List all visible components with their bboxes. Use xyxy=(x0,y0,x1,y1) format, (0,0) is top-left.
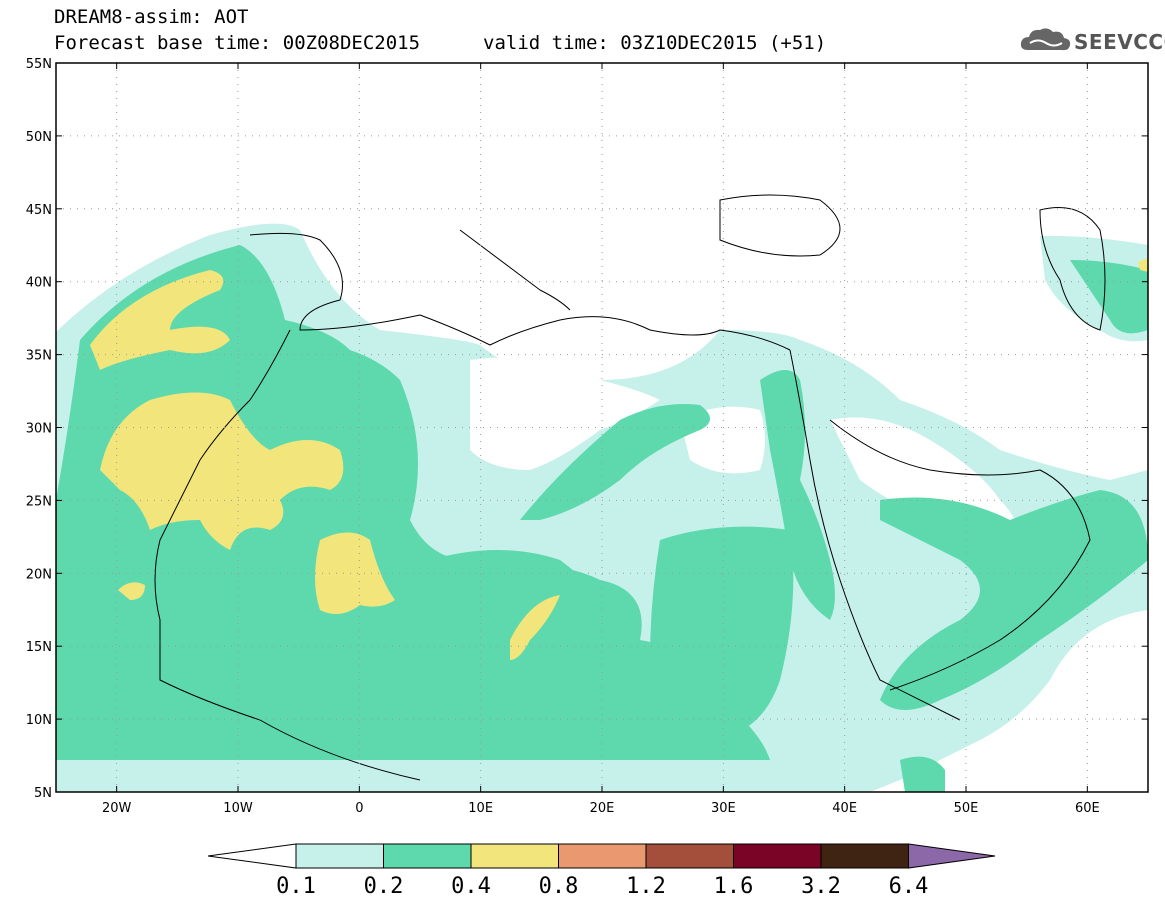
colorbar-swatch xyxy=(470,843,559,869)
lat-tick-label: 40N xyxy=(26,276,52,291)
coastline-black-sea xyxy=(719,194,841,257)
lat-tick-label: 55N xyxy=(26,57,52,72)
colorbar: 0.1 0.2 0.4 0.8 1.2 1.6 3.2 6.4 xyxy=(207,843,996,899)
lat-tick-label: 25N xyxy=(26,494,52,509)
colorbar-level-label: 6.4 xyxy=(889,874,929,899)
seevccc-logo: SEEVCCC xyxy=(1018,24,1165,56)
aot-hole-libya xyxy=(470,357,660,470)
valid-time: valid time: 03Z10DEC2015 (+51) xyxy=(483,32,827,54)
lon-tick-label: 0 xyxy=(355,801,363,816)
lat-tick-label: 35N xyxy=(26,349,52,364)
forecast-base-time: Forecast base time: 00Z08DEC2015 xyxy=(54,32,421,54)
coastline-redsea xyxy=(789,349,961,721)
lon-tick-label: 30E xyxy=(711,801,736,816)
colorbar-level-label: 0.4 xyxy=(451,874,491,899)
aot-band-mid-arabia xyxy=(880,490,1148,710)
coastline-arabia xyxy=(829,419,1091,691)
aot-band-high-mauritania xyxy=(118,582,145,600)
aot-band-mid-sudan xyxy=(650,526,794,740)
colorbar-level-label: 0.1 xyxy=(276,874,316,899)
lat-tick-label: 5N xyxy=(34,786,52,801)
aot-band-high-morocco xyxy=(100,392,344,550)
colorbar-level-label: 1.6 xyxy=(714,874,754,899)
lon-tick-label: 40E xyxy=(832,801,857,816)
aot-band-mid-redsea xyxy=(760,370,835,620)
coastline-africa-west xyxy=(154,329,421,781)
lon-tick-label: 20E xyxy=(590,801,615,816)
aot-band-high-mali xyxy=(315,532,395,614)
lat-lon-grid xyxy=(56,63,1148,792)
aot-band-mid-libya xyxy=(520,404,710,520)
coastline-caspian xyxy=(1039,207,1106,331)
logo-text: SEEVCCC xyxy=(1074,30,1165,54)
lat-tick-label: 20N xyxy=(26,567,52,582)
lon-tick-label: 20W xyxy=(102,801,132,816)
lat-tick-label: 45N xyxy=(26,203,52,218)
lon-tick-label: 50E xyxy=(954,801,979,816)
lat-tick-label: 10N xyxy=(26,713,52,728)
aot-band-high-caspian xyxy=(1138,258,1148,272)
colorbar-level-label: 0.8 xyxy=(539,874,579,899)
colorbar-swatch xyxy=(558,843,647,869)
axis-ticks: 55N 50N 45N 40N 35N 30N 25N 20N 15N 10N 5N 20W 10W 0 1… xyxy=(26,57,1148,816)
colorbar-swatch xyxy=(820,843,909,869)
aot-band-high-niger xyxy=(510,595,560,660)
colorbar-swatch xyxy=(645,843,734,869)
colorbar-level-label: 1.2 xyxy=(626,874,666,899)
colorbar-swatch xyxy=(383,843,472,869)
lat-tick-label: 15N xyxy=(26,640,52,655)
coastline-italy xyxy=(459,229,571,311)
colorbar-swatch xyxy=(733,843,822,869)
aot-band-high-atlantic xyxy=(90,270,230,370)
lon-tick-label: 60E xyxy=(1075,801,1100,816)
colorbar-swatch xyxy=(295,843,384,869)
aot-band-mid-somalia xyxy=(900,756,945,792)
colorbar-level-label: 0.2 xyxy=(364,874,404,899)
coastline-europe xyxy=(249,232,791,351)
aot-band-mid-caspian xyxy=(1070,260,1148,334)
lat-tick-label: 50N xyxy=(26,130,52,145)
colorbar-low-arrow xyxy=(207,843,297,869)
lon-tick-label: 10E xyxy=(468,801,493,816)
map-title: DREAM8-assim: AOT xyxy=(54,6,249,28)
lon-tick-label: 10W xyxy=(223,801,253,816)
colorbar-high-arrow xyxy=(908,843,996,869)
cloud-icon xyxy=(1020,28,1071,51)
aot-shading xyxy=(56,63,1148,792)
lat-tick-label: 30N xyxy=(26,422,52,437)
colorbar-level-label: 3.2 xyxy=(801,874,841,899)
